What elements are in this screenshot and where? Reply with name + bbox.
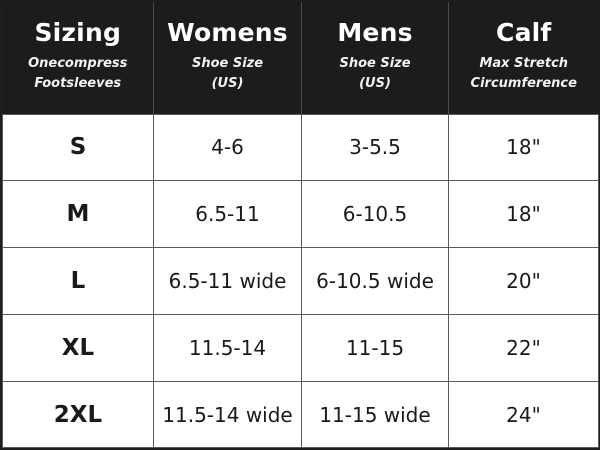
mens-cell: 11-15 <box>301 313 449 382</box>
calf-cell: 18" <box>448 180 599 249</box>
table-row: S 4-6 3-5.5 18" <box>2 113 599 182</box>
calf-cell: 18" <box>448 113 599 182</box>
table-row: XL 11.5-14 11-15 22" <box>2 313 599 382</box>
header-subtitle: Max Stretch <box>479 56 569 71</box>
header-subtitle: Circumference <box>470 76 577 91</box>
table-row: M 6.5-11 6-10.5 18" <box>2 180 599 249</box>
mens-cell: 6-10.5 <box>301 180 449 249</box>
mens-cell: 6-10.5 wide <box>301 247 449 315</box>
size-cell: L <box>2 247 154 315</box>
table-row: L 6.5-11 wide 6-10.5 wide 20" <box>2 247 599 315</box>
womens-cell: 4-6 <box>153 113 302 182</box>
header-subtitle: Footsleeves <box>34 76 122 91</box>
header-womens: Womens Shoe Size (US) <box>153 2 302 114</box>
header-calf: Calf Max Stretch Circumference <box>448 2 599 114</box>
womens-cell: 6.5-11 wide <box>153 247 302 315</box>
size-cell: 2XL <box>2 380 154 449</box>
mens-cell: 3-5.5 <box>301 113 449 182</box>
calf-cell: 20" <box>448 247 599 315</box>
header-row: Sizing Onecompress Footsleeves Womens Sh… <box>2 2 599 114</box>
header-sizing: Sizing Onecompress Footsleeves <box>2 2 154 114</box>
header-subtitle: Shoe Size <box>191 56 264 71</box>
mens-cell: 11-15 wide <box>301 380 449 449</box>
header-title: Mens <box>337 18 413 47</box>
size-cell: XL <box>2 313 154 382</box>
header-mens: Mens Shoe Size (US) <box>301 2 449 114</box>
womens-cell: 11.5-14 wide <box>153 380 302 449</box>
header-subtitle: (US) <box>211 76 244 91</box>
table-row: 2XL 11.5-14 wide 11-15 wide 24" <box>2 380 599 449</box>
size-cell: M <box>2 180 154 249</box>
calf-cell: 24" <box>448 380 599 449</box>
size-cell: S <box>2 113 154 182</box>
womens-cell: 6.5-11 <box>153 180 302 249</box>
header-subtitle: (US) <box>359 76 391 91</box>
calf-cell: 22" <box>448 313 599 382</box>
header-title: Womens <box>167 18 288 47</box>
header-subtitle: Shoe Size <box>339 56 411 71</box>
header-subtitle: Onecompress <box>28 56 128 71</box>
header-title: Calf <box>496 18 552 47</box>
header-title: Sizing <box>34 18 122 47</box>
womens-cell: 11.5-14 <box>153 313 302 382</box>
